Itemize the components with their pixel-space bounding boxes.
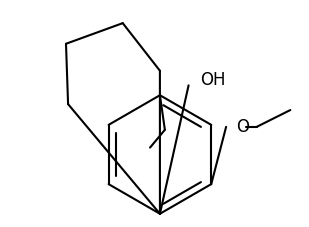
Text: OH: OH [201, 72, 226, 89]
Text: O: O [236, 118, 249, 136]
